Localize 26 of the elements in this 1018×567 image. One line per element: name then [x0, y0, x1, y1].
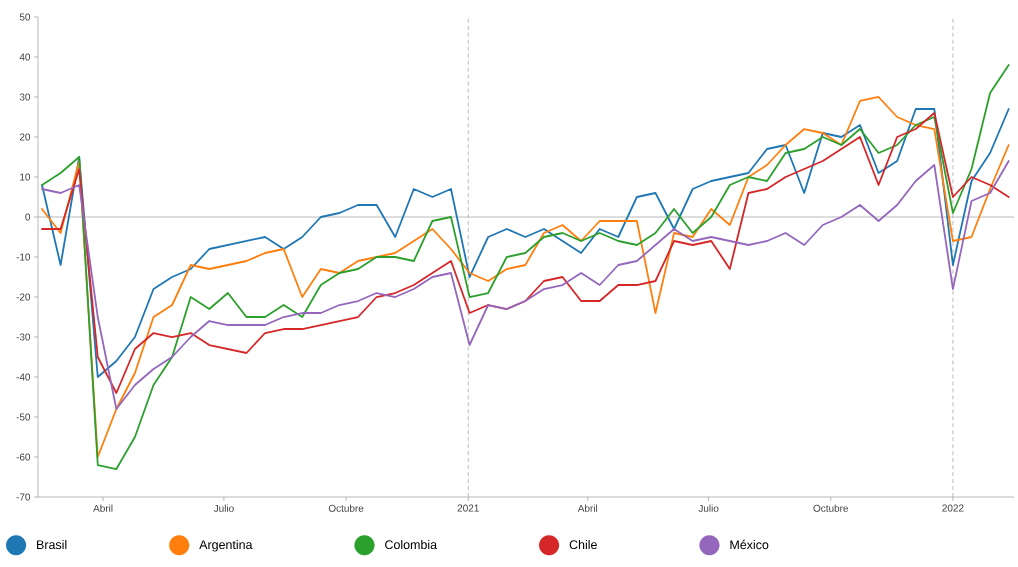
x-tick-label: Abril	[577, 504, 598, 512]
legend-label: Colombia	[385, 539, 438, 550]
y-tick-label: 50	[19, 13, 31, 21]
x-tick-label: Julio	[698, 504, 719, 512]
x-tick-label: Octubre	[328, 504, 364, 512]
legend-label: Chile	[569, 539, 597, 550]
y-tick-label: 30	[19, 93, 31, 101]
legend-label: Argentina	[199, 539, 253, 552]
x-tick-label: Abril	[93, 504, 113, 512]
y-tick-label: -40	[16, 373, 31, 381]
x-tick-label: 2022	[942, 504, 964, 512]
y-tick-label: -10	[16, 253, 31, 261]
y-tick-label: 20	[19, 133, 31, 141]
y-tick-label: -70	[16, 493, 31, 501]
x-tick-label: Julio	[213, 504, 234, 512]
y-tick-label: 40	[19, 53, 31, 61]
legend-label: Brasil	[37, 539, 67, 550]
y-tick-label: -30	[16, 333, 31, 341]
legend-label: México	[730, 539, 769, 550]
y-tick-label: -50	[16, 413, 31, 421]
x-tick-label: Octubre	[813, 504, 849, 512]
y-tick-label: -60	[16, 453, 31, 461]
y-tick-label: 0	[25, 213, 31, 221]
y-tick-label: 10	[20, 173, 31, 181]
y-tick-label: -20	[16, 293, 31, 301]
x-tick-label: 2021	[457, 504, 479, 512]
